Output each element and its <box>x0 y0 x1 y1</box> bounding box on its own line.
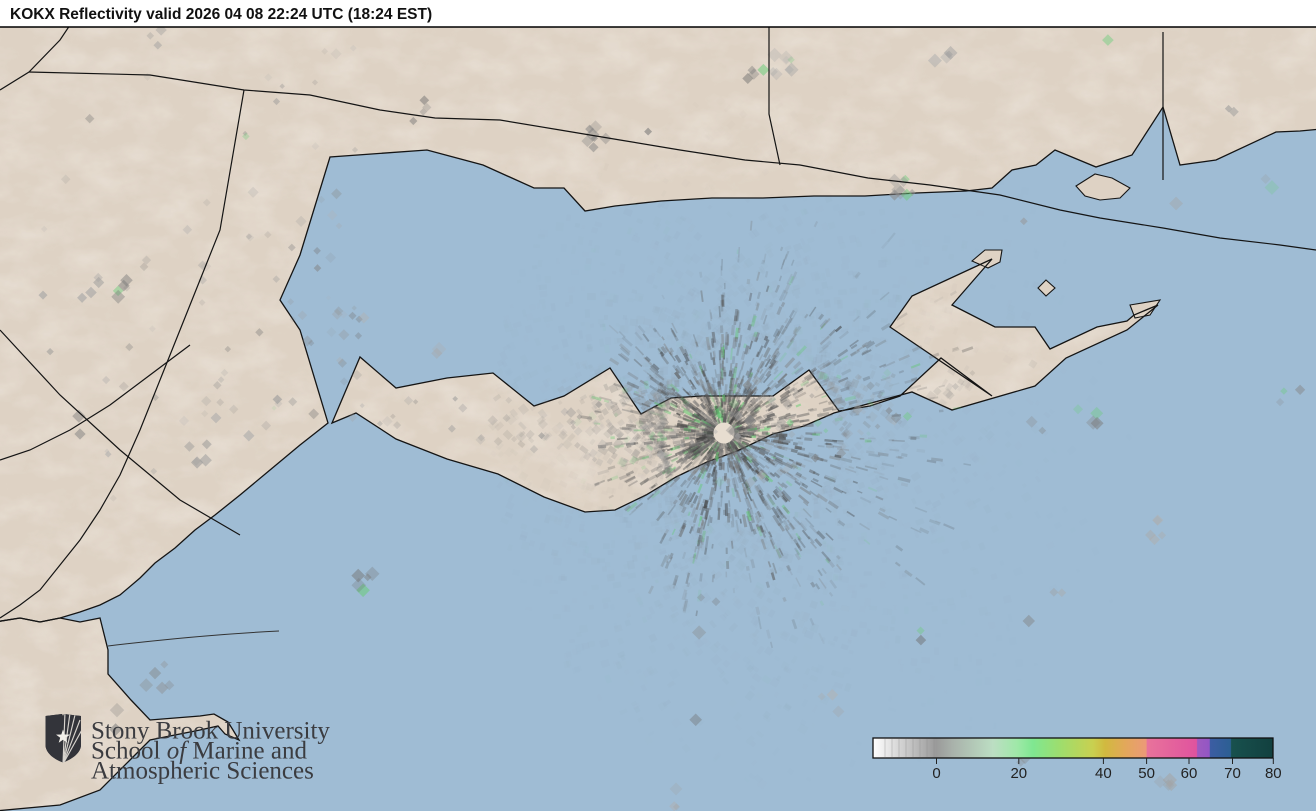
svg-text:80: 80 <box>1265 765 1282 782</box>
svg-text:20: 20 <box>1010 765 1027 782</box>
svg-text:0: 0 <box>932 765 940 782</box>
svg-text:50: 50 <box>1138 765 1155 782</box>
svg-text:70: 70 <box>1224 765 1241 782</box>
svg-text:KOKX Reflectivity valid 2026 0: KOKX Reflectivity valid 2026 04 08 22:24… <box>10 6 432 23</box>
svg-text:60: 60 <box>1181 765 1198 782</box>
svg-text:40: 40 <box>1095 765 1112 782</box>
svg-text:Atmospheric Sciences: Atmospheric Sciences <box>91 758 314 785</box>
